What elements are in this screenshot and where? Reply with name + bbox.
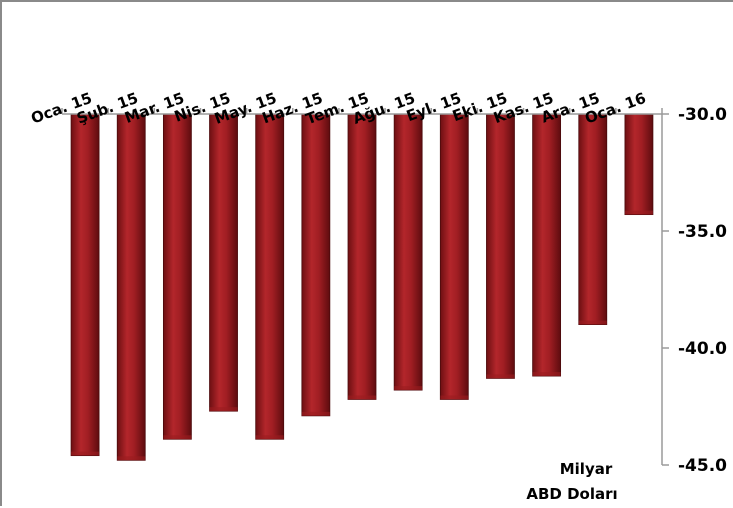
bar-cap <box>486 374 515 379</box>
bar-cap <box>440 395 469 400</box>
bar-cap <box>71 451 100 456</box>
bar <box>255 113 285 440</box>
bar <box>393 113 423 391</box>
y-tick-label: -35.0 <box>678 222 727 242</box>
bar <box>347 113 377 400</box>
bar-cap <box>209 407 238 412</box>
unit-label-line-1: Milyar <box>560 460 613 478</box>
bar-cap <box>624 210 653 215</box>
bar <box>578 113 608 326</box>
bar-cap <box>255 435 284 440</box>
bar <box>301 113 331 417</box>
y-tick-label: -40.0 <box>678 339 727 359</box>
bar <box>70 113 100 457</box>
bar-cap <box>578 320 607 325</box>
bar <box>162 113 192 440</box>
bar <box>624 113 654 216</box>
bar-cap <box>117 456 146 461</box>
bar <box>116 113 146 461</box>
bar <box>486 113 515 379</box>
bar <box>209 113 238 412</box>
unit-label-line-2: ABD Doları <box>526 485 617 503</box>
bar-cap <box>301 411 330 416</box>
bar-cap <box>348 395 376 400</box>
y-tick-label: -45.0 <box>678 456 727 476</box>
bar-cap <box>163 435 192 440</box>
bar <box>532 113 562 377</box>
y-tick-label: -30.0 <box>678 105 727 125</box>
bar <box>439 113 469 400</box>
bar-cap <box>532 372 561 377</box>
bar-cap <box>394 386 423 391</box>
